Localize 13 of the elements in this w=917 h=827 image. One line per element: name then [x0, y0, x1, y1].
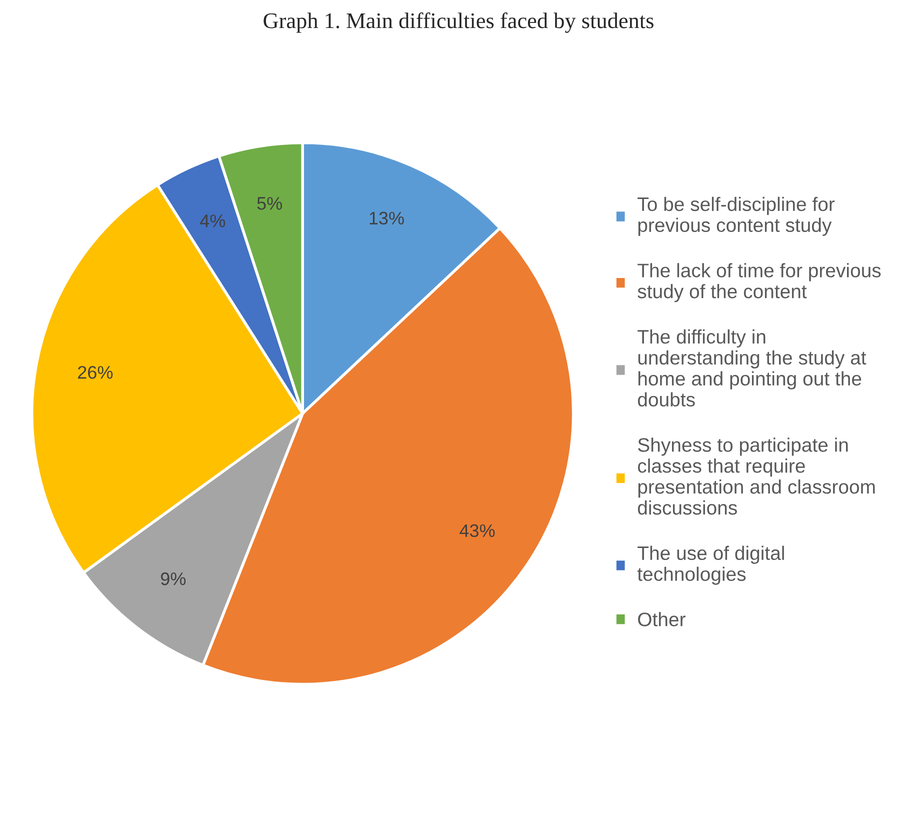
data-label: 4%: [200, 214, 226, 228]
data-label: 43%: [460, 524, 495, 538]
legend-label: The lack of time for previous study of the content: [638, 263, 881, 302]
data-label: 26%: [78, 366, 113, 379]
legend-label: Other: [638, 612, 686, 626]
legend-label: To be self-discipline for previous content study: [638, 196, 835, 236]
chart-title: Graph 1. Main difficulties faced by students: [264, 12, 654, 33]
data-label: 13%: [370, 212, 404, 225]
legend-label: The use of digital technologies: [637, 546, 784, 585]
legend-label: The difficulty in understanding the study at home and pointing out the doubts: [638, 329, 866, 407]
legend-label: Shyness to participate in classes that require presentation and classroom discussions: [638, 438, 875, 515]
data-label: 9%: [160, 572, 186, 586]
data-label: 5%: [257, 197, 282, 210]
